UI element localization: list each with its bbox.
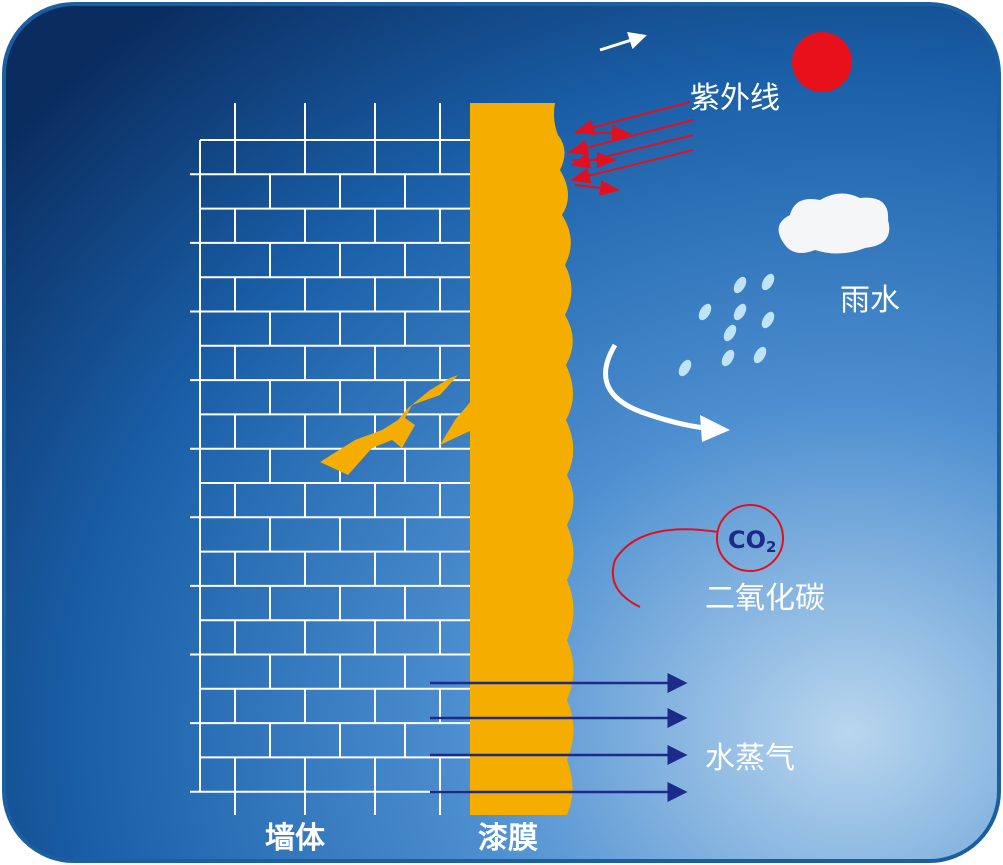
cloud bbox=[778, 193, 890, 254]
crack bbox=[320, 370, 472, 475]
uv-label: 紫外线 bbox=[690, 81, 780, 116]
co2-sub: 2 bbox=[766, 538, 776, 556]
curved-arrow bbox=[603, 343, 706, 431]
brick-wall bbox=[190, 103, 470, 815]
co2-formula: CO2 bbox=[728, 526, 776, 556]
co2-circle bbox=[716, 504, 784, 572]
arrow bbox=[599, 31, 647, 52]
co2-curve bbox=[611, 528, 719, 608]
paint-film bbox=[470, 103, 574, 815]
wall-label: 墙体 bbox=[265, 821, 326, 856]
film-label: 漆膜 bbox=[478, 821, 538, 856]
vapor-label: 水蒸气 bbox=[705, 741, 795, 776]
vapor-arrows bbox=[430, 673, 688, 802]
co2-main: CO bbox=[728, 526, 766, 554]
arrow-head bbox=[700, 415, 730, 442]
sun bbox=[792, 32, 852, 92]
rain-label: 雨水 bbox=[840, 283, 900, 318]
uv-arrows bbox=[568, 101, 694, 196]
co2-name-label: 二氧化碳 bbox=[705, 581, 825, 616]
raindrops bbox=[678, 273, 775, 377]
